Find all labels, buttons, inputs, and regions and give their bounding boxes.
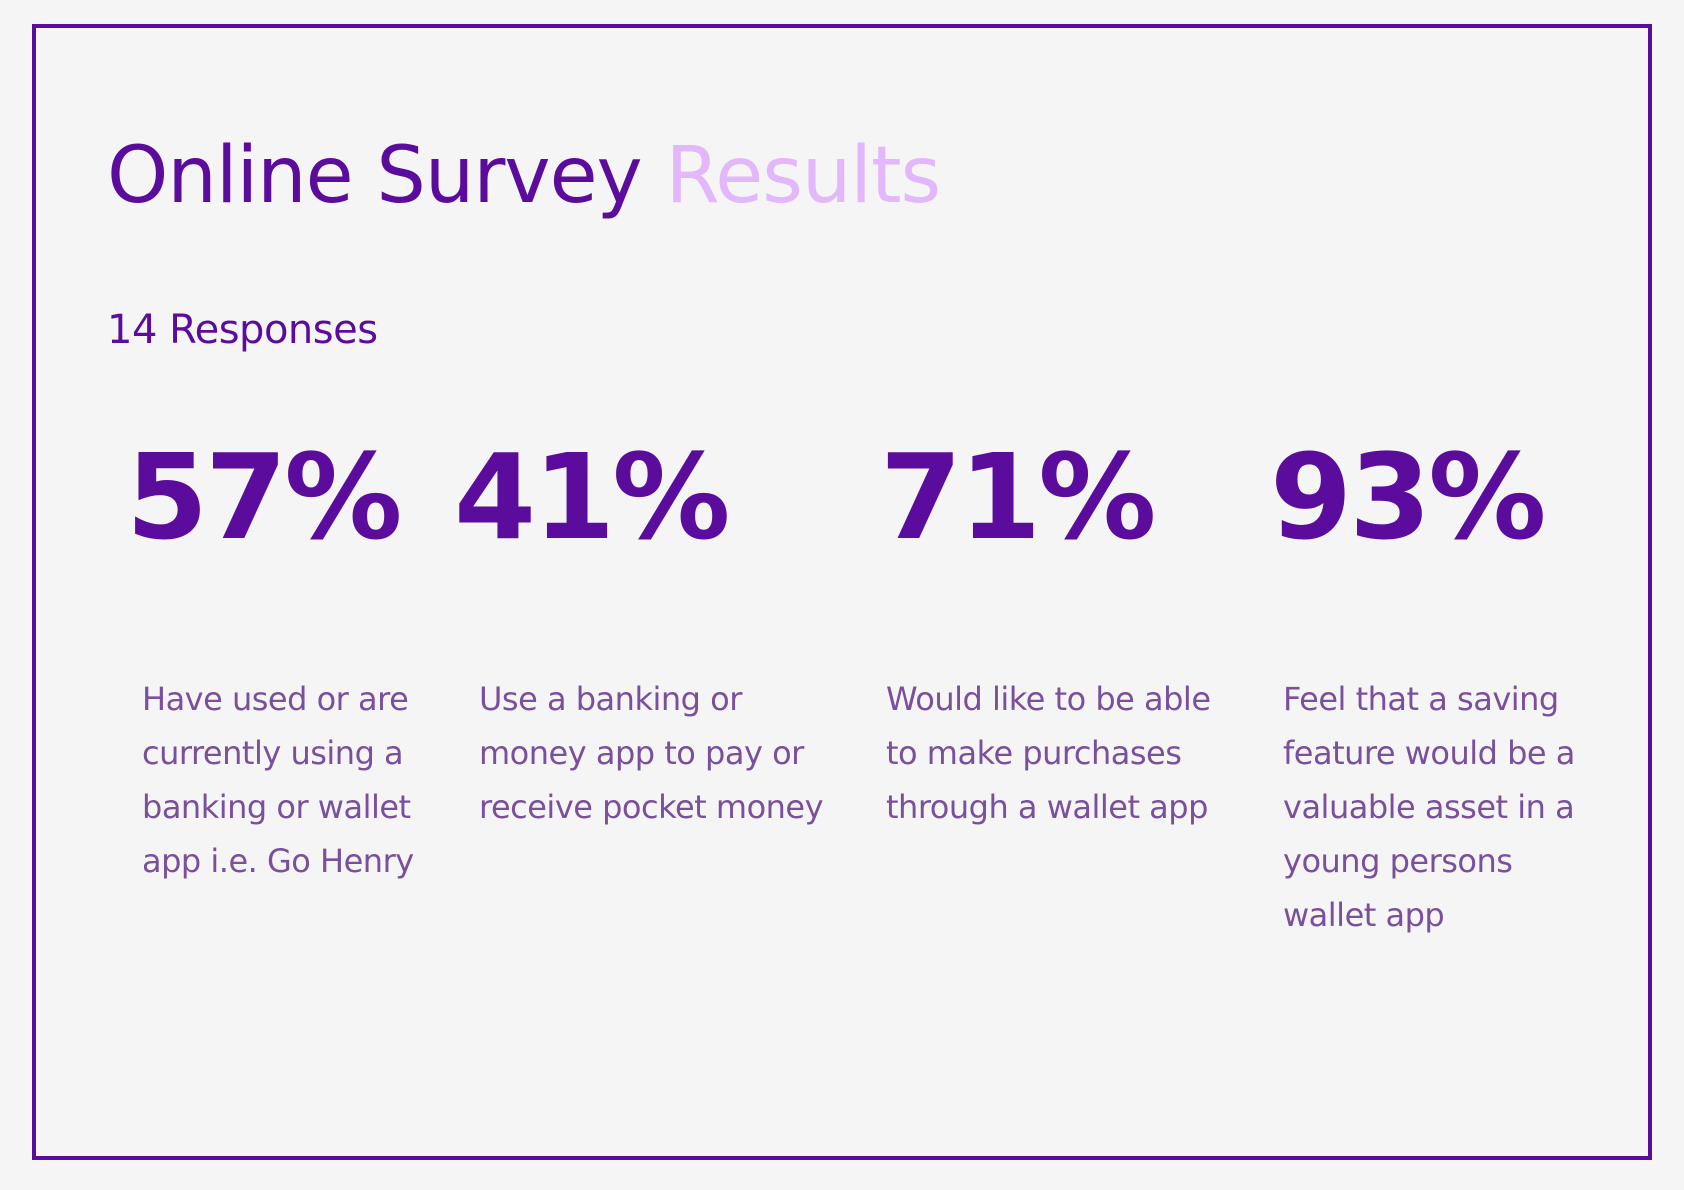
stat-description: Would like to be able to make purchases …	[886, 680, 1211, 826]
stat-percent: 71%	[880, 428, 1156, 566]
title-primary: Online Survey	[107, 131, 643, 221]
stat-percent: 41%	[454, 428, 730, 566]
stat-percent: 93%	[1270, 428, 1546, 566]
stat-description: Have used or are currently using a banki…	[142, 680, 414, 880]
stat-percent: 57%	[126, 428, 402, 566]
stat-description: Use a banking or money app to pay or rec…	[479, 680, 824, 826]
response-count: 14 Responses	[107, 307, 378, 353]
title-accent: Results	[665, 131, 942, 221]
content-frame	[32, 24, 1652, 1160]
stat-description: Feel that a saving feature would be a va…	[1283, 680, 1575, 934]
page-title: Online Survey Results	[107, 128, 942, 224]
